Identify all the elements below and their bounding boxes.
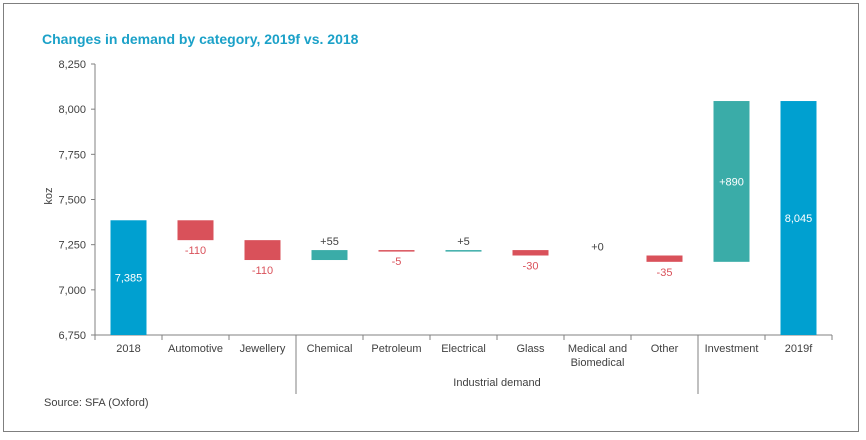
y-tick-label: 7,000: [58, 285, 86, 297]
data-label: 8,045: [785, 213, 813, 225]
x-tick-label: Automotive: [168, 343, 223, 355]
y-tick-label: 6,750: [58, 330, 86, 342]
data-label: -110: [185, 245, 206, 257]
bar-electrical: [445, 250, 482, 252]
data-label: +55: [320, 236, 339, 248]
labels-layer: 7,385 -110 -110 +55 -5 +5 -30 +0 -35 +890 8,045: [115, 176, 813, 284]
data-label: +5: [457, 236, 470, 248]
bar-investment: [713, 101, 750, 262]
bar-petroleum: [378, 250, 415, 252]
y-tick-label: 7,750: [58, 149, 86, 161]
data-label: -5: [392, 256, 402, 268]
bar-automotive: [177, 220, 214, 241]
data-label: -35: [657, 267, 673, 279]
y-tick-label: 7,250: [58, 240, 86, 252]
x-tick-label: Medical and: [568, 343, 627, 355]
group-label: Industrial demand: [453, 377, 540, 389]
data-label: -30: [523, 261, 539, 273]
x-tick-label: Glass: [516, 343, 545, 355]
x-tick-label: 2018: [116, 343, 140, 355]
y-tick-label: 8,000: [58, 104, 86, 116]
chart-title: Changes in demand by category, 2019f vs.…: [42, 31, 359, 47]
y-tick-label: 7,500: [58, 195, 86, 207]
x-tick-label: Other: [651, 343, 679, 355]
data-label: 7,385: [115, 273, 143, 285]
x-tick-label: Chemical: [307, 343, 353, 355]
bar-other: [646, 255, 683, 262]
bar-chemical: [311, 250, 348, 261]
source-note: Source: SFA (Oxford): [44, 397, 149, 409]
axis-layer: 6,750 7,000 7,250 7,500 7,750 8,000 8,250 Indus…: [58, 59, 833, 394]
data-label: +890: [719, 176, 744, 188]
x-tick-label: Petroleum: [371, 343, 421, 355]
bar-jewellery: [244, 240, 281, 261]
bar-2018: [110, 220, 147, 335]
x-tick-label: Electrical: [441, 343, 486, 355]
x-tick-label: Jewellery: [240, 343, 286, 355]
x-tick-label: 2019f: [785, 343, 813, 355]
bar-2019f: [780, 101, 817, 335]
x-tick-label: Biomedical: [571, 357, 625, 369]
data-label: +0: [591, 242, 604, 254]
y-tick-label: 8,250: [58, 59, 86, 71]
data-label: -110: [252, 265, 273, 277]
bar-glass: [512, 250, 549, 256]
bars-layer: [110, 101, 817, 335]
x-tick-label: Investment: [705, 343, 759, 355]
y-axis-label: koz: [43, 187, 55, 204]
